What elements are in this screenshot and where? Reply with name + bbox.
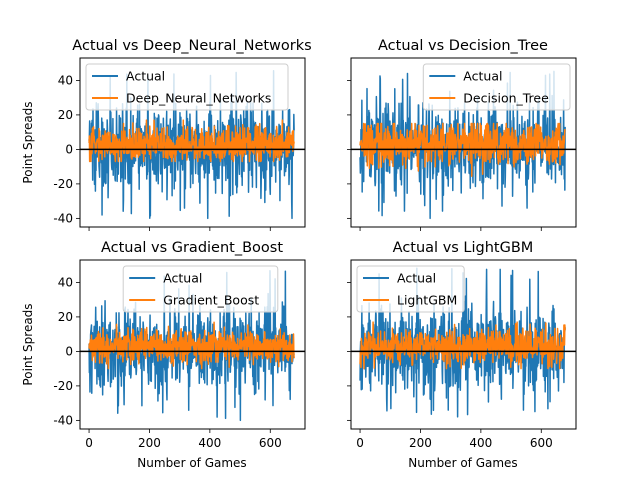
legend: Actual Gradient_Boost (122, 265, 279, 313)
legend-actual-label: Actual (463, 69, 502, 84)
subplot-lightgbm: Actual vs LightGBM Number of Games 0 200 4… (347, 240, 577, 470)
x-axis-label: Number of Games (408, 456, 517, 470)
y-tick-label: -20 (53, 177, 73, 191)
legend-box (422, 63, 571, 111)
y-axis-label: Point Spreads (21, 101, 35, 183)
subplot-gradient-boost: Actual vs Gradient_Boost Point Spreads N… (21, 240, 306, 470)
y-tick-label: 20 (58, 108, 73, 122)
series-layer (88, 70, 295, 220)
series-line-model (359, 122, 566, 177)
x-tick-label: 600 (530, 436, 553, 450)
series-layer (359, 267, 566, 418)
axes-layer (347, 57, 577, 231)
legend: Actual Decision_Tree (422, 63, 571, 111)
subplot-title: Actual vs Decision_Tree (378, 38, 548, 54)
x-tick-label: 600 (259, 436, 282, 450)
series-layer (359, 70, 566, 220)
series-line-model (88, 119, 295, 163)
axes-layer: 0 200 400 600 (347, 259, 577, 450)
x-tick-label: 400 (469, 436, 492, 450)
x-tick-label: 400 (198, 436, 221, 450)
legend-model-label: Decision_Tree (463, 91, 549, 106)
legend: Actual LightGBM (356, 265, 465, 313)
x-tick-label: 0 (356, 436, 364, 450)
x-axis-label: Number of Games (137, 456, 246, 470)
legend-box (85, 63, 289, 111)
legend: Actual Deep_Neural_Networks (85, 63, 289, 111)
x-tick-label: 200 (409, 436, 432, 450)
axes-frame (79, 57, 306, 228)
x-tick-label: 200 (138, 436, 161, 450)
y-tick-label: 0 (65, 344, 73, 358)
legend-box (122, 265, 279, 313)
legend-actual-label: Actual (126, 69, 165, 84)
legend-actual-label: Actual (163, 271, 202, 286)
legend-model-label: Deep_Neural_Networks (126, 91, 271, 106)
series-line-model (88, 321, 295, 370)
axes-frame (79, 259, 306, 430)
legend-actual-label: Actual (397, 271, 436, 286)
legend-model-label: Gradient_Boost (163, 293, 259, 308)
axes-layer: -40 -20 0 20 40 (53, 57, 306, 231)
legend-model-label: LightGBM (397, 293, 457, 308)
y-tick-label: -40 (53, 211, 73, 225)
y-tick-label: -20 (53, 379, 73, 393)
y-tick-label: -40 (53, 413, 73, 427)
subplot-decision-tree: Actual vs Decision_Tree Actual Decision_… (347, 38, 577, 231)
y-tick-label: 20 (58, 310, 73, 324)
axes-frame (350, 57, 577, 228)
series-line-model (359, 321, 566, 370)
y-tick-label: 0 (65, 142, 73, 156)
subplot-title: Actual vs Gradient_Boost (101, 240, 283, 256)
y-tick-label: 40 (58, 275, 73, 289)
subplot-title: Actual vs LightGBM (393, 240, 534, 256)
subplot-deep-neural-networks: Actual vs Deep_Neural_Networks Point Spr… (21, 38, 312, 231)
subplot-title: Actual vs Deep_Neural_Networks (72, 38, 311, 54)
y-tick-label: 40 (58, 73, 73, 87)
x-tick-label: 0 (85, 436, 93, 450)
axes-frame (350, 259, 577, 430)
y-axis-label: Point Spreads (21, 303, 35, 385)
